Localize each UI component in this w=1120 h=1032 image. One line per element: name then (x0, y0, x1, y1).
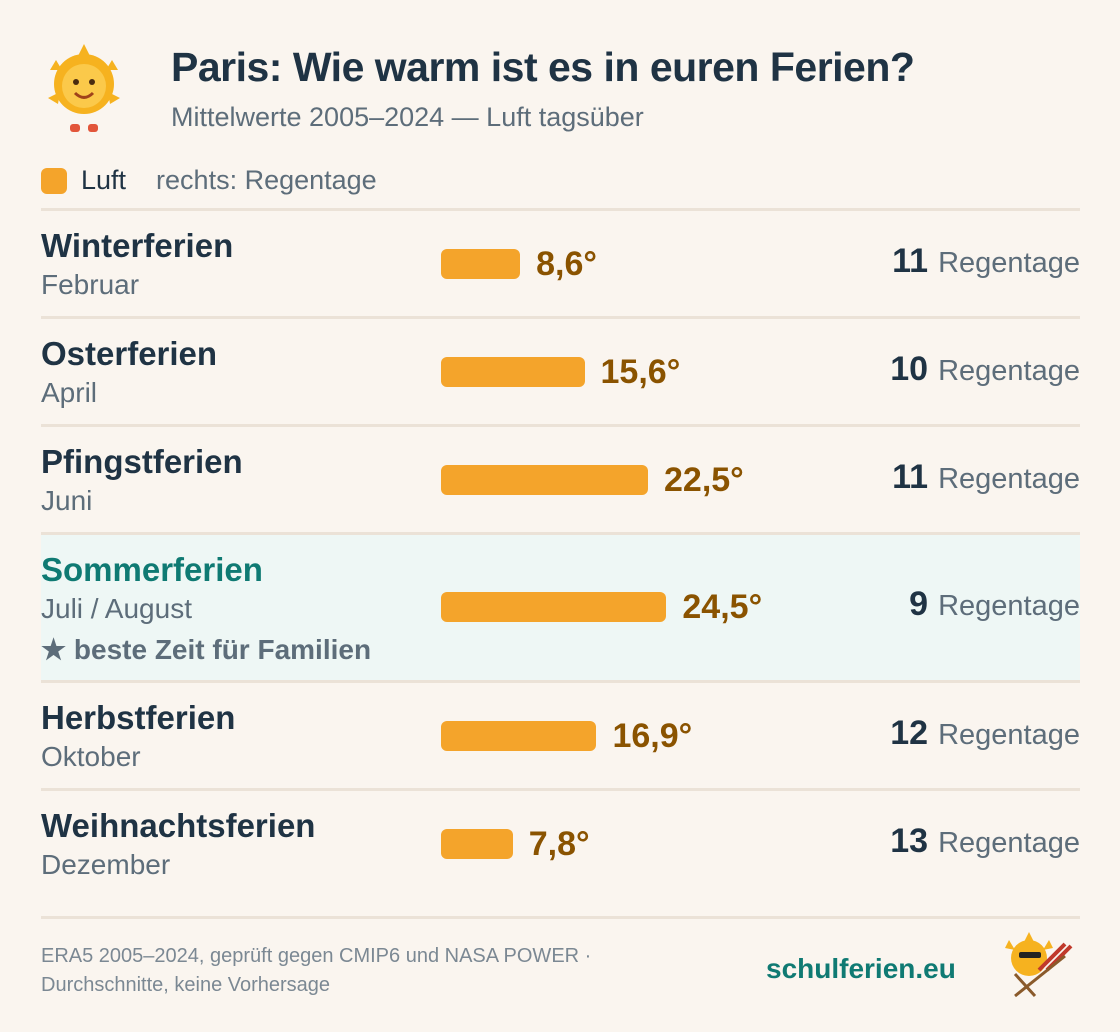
separator (41, 208, 1080, 211)
row-month: Juni (41, 485, 93, 516)
row: Osterferien April 15,6° 10 Regentage (41, 319, 1080, 424)
bar (441, 829, 513, 859)
separator (41, 680, 1080, 683)
rain-unit: Regentage (938, 827, 1080, 859)
rain-days: 11 Regentage (892, 242, 1080, 281)
row-month: Oktober (41, 741, 141, 772)
bar-group: 7,8° (441, 822, 590, 866)
rain-days: 13 Regentage (890, 822, 1080, 861)
sun-chair (1005, 932, 1073, 998)
rain-days: 11 Regentage (892, 458, 1080, 497)
rain-number: 13 (890, 822, 929, 860)
legend-note: rechts: Regentage (156, 165, 377, 195)
row-name: Herbstferien (41, 699, 236, 736)
value-label: 15,6° (600, 352, 681, 391)
bar-group: 8,6° (441, 242, 597, 286)
bar-group: 24,5° (441, 585, 762, 629)
row-month: April (41, 377, 98, 408)
bar (441, 249, 521, 279)
bar-group: 16,9° (441, 714, 692, 758)
rain-unit: Regentage (938, 463, 1080, 495)
rain-days: 9 Regentage (909, 585, 1080, 624)
row-name: Sommerferien (41, 551, 263, 588)
row: Pfingstferien Juni 22,5° 11 Regentage (41, 427, 1080, 532)
legend-label: Luft (81, 165, 127, 195)
bar (441, 592, 667, 622)
row-name: Weihnachtsferien (41, 807, 316, 844)
rain-days: 10 Regentage (890, 350, 1080, 389)
bar-group: 15,6° (441, 350, 680, 394)
rain-unit: Regentage (938, 247, 1080, 279)
legend: Luft rechts: Regentage (41, 165, 377, 196)
value-label: 7,8° (528, 824, 590, 863)
highlight-note: ★ beste Zeit für Familien (41, 633, 371, 666)
separator (41, 316, 1080, 319)
row-month: Dezember (41, 849, 171, 880)
row: Herbstferien Oktober 16,9° 12 Regentage (41, 683, 1080, 788)
bar (441, 721, 597, 751)
chart-subtitle: Mittelwerte 2005–2024 — Luft tagsüber (171, 102, 644, 132)
rain-number: 11 (892, 458, 929, 496)
bar (441, 357, 585, 387)
rain-unit: Regentage (938, 719, 1080, 751)
row: Sommerferien Juli / August ★ beste Zeit fü… (41, 535, 1080, 680)
separator (41, 788, 1080, 791)
brand: schulferien.eu (766, 953, 956, 984)
rain-number: 10 (890, 350, 929, 388)
separator (41, 532, 1080, 535)
separator (41, 916, 1080, 919)
rain-number: 11 (892, 242, 929, 280)
row: Weihnachtsferien Dezember 7,8° 13 Regentage (41, 791, 1080, 896)
row-name: Osterferien (41, 335, 218, 372)
chart-title: Paris: Wie warm ist es in euren Ferien? (171, 44, 915, 90)
rain-number: 9 (909, 585, 929, 623)
row-month: Februar (41, 269, 140, 300)
value-label: 24,5° (682, 587, 763, 626)
row-name: Winterferien (41, 227, 234, 264)
value-label: 8,6° (536, 244, 597, 283)
row: Winterferien Februar 8,6° 11 Regentage (41, 211, 1080, 316)
value-label: 16,9° (612, 716, 693, 755)
row-name: Pfingstferien (41, 443, 243, 480)
separator (41, 424, 1080, 427)
bar (441, 465, 648, 495)
rain-number: 12 (890, 714, 929, 752)
highlight-text: beste Zeit für Familien (73, 634, 372, 665)
row-month: Juli / August (41, 593, 192, 624)
legend-swatch (41, 167, 67, 194)
rain-unit: Regentage (938, 355, 1080, 387)
footer: ERA5 2005–2024, geprüft gegen CMIP6 und … (41, 942, 591, 1000)
bar-group: 22,5° (441, 458, 744, 502)
footer-line: Durchschnitte, keine Vorhersage (41, 974, 331, 996)
sun-mascot (48, 44, 120, 132)
footer-line: ERA5 2005–2024, geprüft gegen CMIP6 und … (41, 945, 592, 967)
rain-days: 12 Regentage (890, 714, 1080, 753)
value-label: 22,5° (664, 460, 744, 499)
star-icon: ★ (41, 634, 74, 665)
rain-unit: Regentage (938, 590, 1080, 622)
